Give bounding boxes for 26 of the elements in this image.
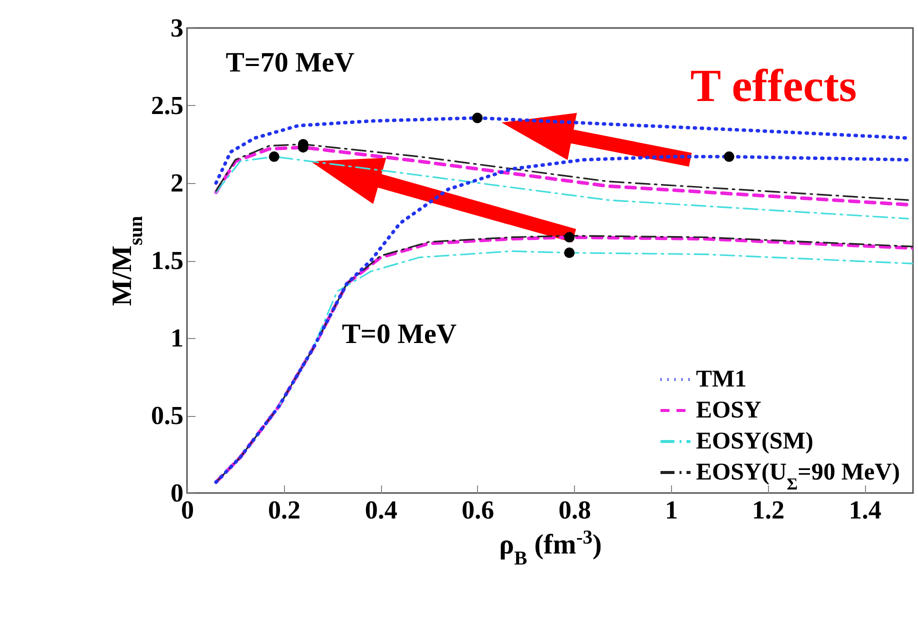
x-tick-label: 1.4 xyxy=(848,496,882,524)
legend-label: TM1 xyxy=(696,366,747,392)
x-tick-label: 1.2 xyxy=(752,496,785,524)
point xyxy=(564,248,575,258)
x-tick-label: 0.6 xyxy=(462,496,494,524)
point xyxy=(268,151,280,162)
x-tick-label: 0.4 xyxy=(364,496,398,524)
x-tick-label: 0.2 xyxy=(268,496,301,524)
annotation: T=70 MeV xyxy=(226,48,354,79)
legend-label: EOSY(SM) xyxy=(696,428,814,454)
annotation: T effects xyxy=(690,60,857,111)
x-axis-title: ρ$_{B}$ (fm$^{-3}$) xyxy=(499,527,602,569)
y-tick-label: 3 xyxy=(170,14,184,42)
point xyxy=(472,112,483,124)
x-tick-label: 1 xyxy=(665,496,678,524)
y-tick-label: 2.5 xyxy=(151,91,184,120)
annotation: T=0 MeV xyxy=(342,318,457,350)
point xyxy=(564,232,575,242)
y-tick-label: 0.5 xyxy=(151,401,184,430)
y-tick-label: 2 xyxy=(170,168,184,198)
legend-label: EOSY(U$_{Σ}$=90 MeV) xyxy=(696,460,900,493)
y-tick-label: 1 xyxy=(170,324,184,352)
x-tick-label: 0.8 xyxy=(558,496,591,524)
legend-label: EOSY xyxy=(696,398,762,424)
y-tick-label: 1.5 xyxy=(151,246,184,275)
point xyxy=(724,151,734,162)
